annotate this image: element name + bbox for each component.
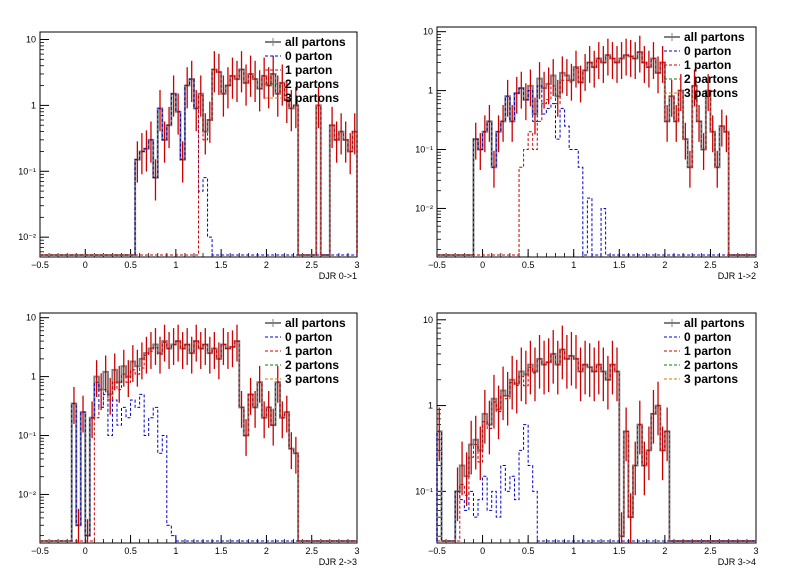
y-tick-label: 10⁻² (415, 203, 433, 213)
x-axis-label: DJR 0->1 (319, 271, 357, 281)
x-tick-label: 1.5 (613, 260, 626, 270)
x-tick-label: 1 (571, 546, 576, 556)
x-tick-label: 1 (173, 260, 178, 270)
x-tick-label: 2.5 (704, 546, 717, 556)
y-tick-label: 10 (26, 313, 36, 323)
x-tick-label: −0.5 (31, 260, 49, 270)
legend-label-p2: 2 partons (684, 358, 738, 372)
legend-label-p0: 0 parton (684, 330, 731, 344)
hist-all-line (436, 348, 756, 542)
x-tick-label: 0 (480, 546, 485, 556)
x-tick-label: 0 (480, 260, 485, 270)
x-tick-label: 2.5 (305, 260, 318, 270)
djr-0-1-panel: −0.5 0 0.5 1 1.5 2 2.5 3 10⁻² 10⁻¹ 1 10 DJR 0->1 all … (18, 31, 360, 281)
x-tick-label: 3 (753, 546, 758, 556)
y-tick-label: 10 (423, 315, 433, 325)
x-tick-label: 3 (354, 260, 359, 270)
y-tick-label: 10⁻² (18, 232, 36, 242)
y-tick-label: 10 (26, 35, 36, 45)
x-tick-label: 0 (83, 260, 88, 270)
y-tick-label: 10⁻¹ (415, 145, 433, 155)
x-axis-label: DJR 3->4 (718, 557, 756, 567)
hist-p0-line (436, 424, 756, 542)
legend-label-p1: 1 parton (684, 344, 731, 358)
x-axis-label: DJR 2->3 (319, 557, 357, 567)
hist-p0-line (40, 78, 357, 256)
plot-frame (39, 312, 358, 544)
legend-label-p3: 3 partons (684, 372, 738, 386)
x-tick-label: 2.5 (305, 546, 318, 556)
legend-label-all: all partons (285, 35, 346, 49)
x-tick-label: 2 (662, 260, 667, 270)
x-tick-label: 2 (662, 546, 667, 556)
legend-label-p2: 2 partons (285, 77, 339, 91)
x-tick-label: −0.5 (428, 546, 446, 556)
y-tick-label: 10⁻¹ (18, 166, 36, 176)
legend-label-p1: 1 parton (285, 344, 332, 358)
y-tick-label: 1 (428, 86, 433, 96)
y-tick-label: 10⁻² (18, 489, 36, 499)
x-tick-label: 1.5 (215, 546, 228, 556)
y-tick-label: 1 (31, 100, 36, 110)
x-tick-label: 0.5 (522, 260, 535, 270)
hist-p1-line (40, 69, 358, 256)
legend-label-p0: 0 parton (285, 49, 332, 63)
legend-label-all: all partons (285, 316, 346, 330)
legend-label-p3: 3 partons (285, 372, 339, 386)
x-tick-label: 0.5 (124, 260, 137, 270)
x-tick-label: 1.5 (215, 260, 228, 270)
x-axis-label: DJR 1->2 (718, 271, 756, 281)
x-tick-label: 3 (354, 546, 359, 556)
legend-label-p3: 3 partons (285, 91, 339, 105)
legend-label-all: all partons (684, 316, 745, 330)
legend-label-all: all partons (684, 30, 745, 44)
djr-3-4-panel: −0.5 0 0.5 1 1.5 2 2.5 3 10⁻¹ 1 10 DJR 3->4 all part… (415, 312, 759, 567)
y-tick-label: 10 (423, 27, 433, 37)
x-tick-label: 2 (264, 260, 269, 270)
x-tick-label: 0 (83, 546, 88, 556)
y-tick-label: 10⁻¹ (415, 486, 433, 496)
x-tick-label: 0.5 (522, 546, 535, 556)
x-tick-label: 1 (571, 260, 576, 270)
legend-label-p0: 0 parton (684, 44, 731, 58)
legend-label-p1: 1 parton (285, 63, 332, 77)
x-tick-label: 1 (173, 546, 178, 556)
djr-2-3-panel: −0.5 0 0.5 1 1.5 2 2.5 3 10⁻² 10⁻¹ 1 10 DJR 2->3 all … (18, 312, 360, 567)
x-tick-label: 3 (753, 260, 758, 270)
x-tick-label: −0.5 (31, 546, 49, 556)
plot-frame (436, 26, 757, 258)
x-tick-label: 2.5 (704, 260, 717, 270)
hist-all-line (40, 340, 357, 542)
y-tick-label: 10⁻¹ (18, 431, 36, 441)
legend-label-p2: 2 partons (285, 358, 339, 372)
legend-label-p3: 3 partons (684, 86, 738, 100)
x-tick-label: 2 (264, 546, 269, 556)
legend-label-p2: 2 partons (684, 72, 738, 86)
x-tick-label: 0.5 (124, 546, 137, 556)
djr-1-2-panel: −0.5 0 0.5 1 1.5 2 2.5 3 10⁻² 10⁻¹ 1 10 DJR 1->2 all … (415, 26, 759, 281)
plot-frame (436, 312, 757, 544)
y-tick-label: 1 (31, 372, 36, 382)
hist-p1-line (40, 340, 357, 542)
y-tick-label: 1 (428, 401, 433, 411)
legend-label-p0: 0 parton (285, 330, 332, 344)
hist-p1-line (437, 51, 756, 256)
hist-p0-line (437, 85, 756, 256)
legend-label-p1: 1 parton (684, 58, 731, 72)
hist-p0-line (40, 381, 357, 542)
x-tick-label: −0.5 (428, 260, 446, 270)
x-tick-label: 1.5 (613, 546, 626, 556)
